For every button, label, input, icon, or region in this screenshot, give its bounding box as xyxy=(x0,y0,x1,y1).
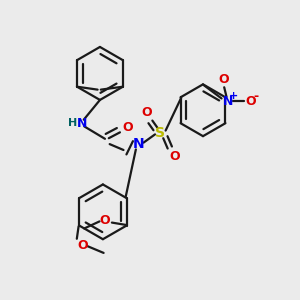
Text: O: O xyxy=(218,73,229,85)
Text: N: N xyxy=(132,137,144,151)
Text: O: O xyxy=(122,121,133,134)
Text: O: O xyxy=(169,150,180,163)
Text: N: N xyxy=(76,117,87,130)
Text: H: H xyxy=(68,118,77,128)
Text: +: + xyxy=(229,91,239,101)
Text: O: O xyxy=(99,214,110,227)
Text: N: N xyxy=(223,95,233,108)
Text: O: O xyxy=(245,95,256,108)
Text: O: O xyxy=(141,106,152,119)
Text: S: S xyxy=(155,126,165,140)
Text: O: O xyxy=(77,239,88,252)
Text: -: - xyxy=(254,90,259,103)
